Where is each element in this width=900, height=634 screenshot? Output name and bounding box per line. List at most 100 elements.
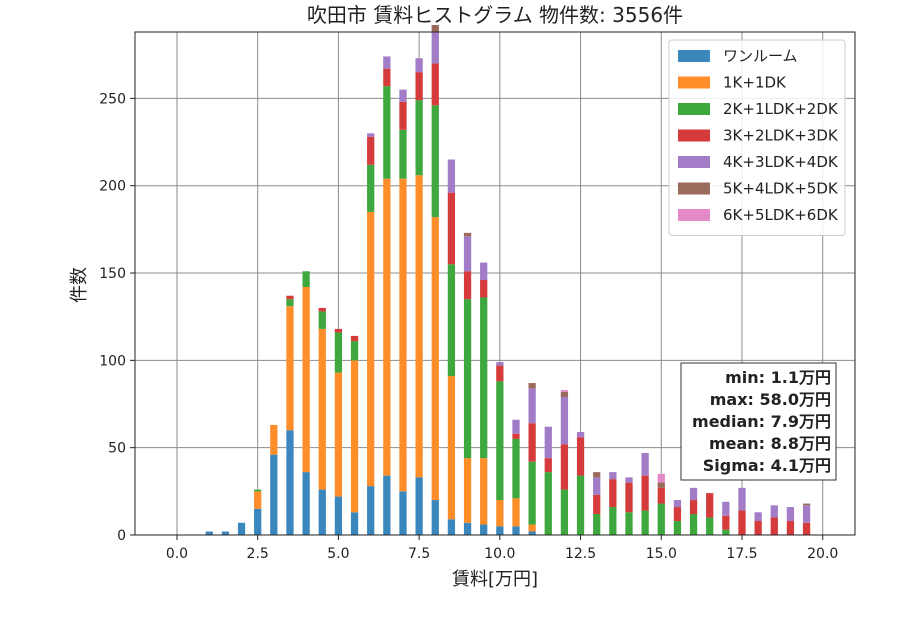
bar-s3-x15 [657,487,665,504]
bar-s0-x6 [367,486,375,535]
bar-s1-x5.5 [350,360,359,513]
x-tick-label-7: 17.5 [726,546,757,562]
bar-s2-x5.5 [350,341,359,361]
bar-s3-x17.5 [738,510,746,535]
bar-s2-x17 [722,529,730,535]
bar-s2-x16 [689,514,698,535]
bar-s2-x8.5 [447,264,456,377]
bar-s4-x12.5 [576,431,585,438]
bar-s2-x15 [657,503,665,535]
bar-s4-x9.5 [480,262,488,281]
legend-swatch-5 [678,182,710,195]
bar-s1-x8.5 [447,376,456,520]
bar-s5-x9 [463,232,472,237]
bar-s0-x8 [431,500,439,535]
x-tick-label-6: 15.0 [646,546,677,562]
bar-s3-x11.5 [544,458,552,473]
bar-s3-x12 [560,444,569,490]
bar-s2-x11.5 [544,472,552,535]
bar-s0-x9.5 [480,524,488,535]
legend-frame [668,39,846,236]
chart-title: 吹田市 賃料ヒストグラム 物件数: 3556件 [307,3,683,27]
bar-s1-x2.5 [254,491,262,509]
bar-s0-x7 [399,491,407,535]
bar-s3-x13.5 [609,479,617,508]
stats-line-0: min: 1.1万円 [725,368,831,387]
bar-s6-x15 [657,473,665,483]
bar-s3-x5 [334,328,343,333]
bar-s4-x18.5 [770,505,778,518]
y-tick-label-2: 100 [99,353,126,369]
bar-s3-x10.5 [512,433,520,439]
bar-s0-x3.5 [286,430,294,535]
legend-label-1: 1K+1DK [723,74,787,92]
bar-s1-x6.5 [383,178,391,476]
bar-s0-x1.5 [221,531,230,535]
stats-line-2: median: 7.9万円 [692,412,831,431]
x-axis-label: 賃料[万円] [452,569,538,590]
bar-s4-x11 [528,388,536,424]
bar-s2-x13.5 [609,507,617,535]
bar-s1-x10 [496,500,504,527]
legend-label-5: 5K+4LDK+5DK [723,180,839,198]
bar-s2-x4.5 [318,311,326,329]
bar-s3-x19 [786,521,795,535]
bar-s3-x15.5 [673,507,682,522]
bar-s3-x7.5 [415,72,423,101]
stats-frame [680,362,837,481]
bar-s0-x2.5 [254,508,262,535]
bar-s4-x7 [399,89,407,102]
bar-s4-x17 [722,501,730,516]
bar-s1-x8 [431,217,439,501]
legend-swatch-6 [678,209,710,221]
bar-s1-x4.5 [318,328,326,490]
bar-s2-x14 [625,512,633,535]
bar-s2-x14.5 [641,510,649,535]
bar-s3-x19.5 [802,522,811,535]
bar-s4-x12 [560,397,569,445]
bar-s3-x3.5 [286,295,294,300]
stats-line-1: max: 58.0万円 [710,390,831,409]
bar-s3-x9.5 [480,280,488,298]
bar-s3-x9 [463,271,472,300]
bar-s1-x7.5 [415,175,423,478]
x-tick-label-5: 12.5 [565,546,596,562]
bar-s0-x4.5 [318,489,326,535]
bar-s3-x8.5 [447,192,456,265]
plot-frame [134,31,856,536]
y-axis-label: 件数 [69,267,90,303]
bar-s2-x16.5 [706,517,714,535]
bar-s5-x12 [560,391,569,398]
bar-s3-x12.5 [576,437,585,476]
bar-s4-x17.5 [738,487,746,511]
stats-box: min: 1.1万円 max: 58.0万円 median: 7.9万円 mean: … [680,362,837,481]
bar-s3-x18.5 [770,517,778,535]
stats-line-3: mean: 8.8万円 [709,434,831,453]
bar-s2-x9 [463,299,472,459]
bar-s4-x10 [496,362,504,366]
bar-s2-x5 [334,332,343,373]
bar-s0-x11 [528,531,536,535]
bar-s4-x18 [754,512,762,522]
y-tick-label-0: 0 [117,528,126,544]
bar-s3-x14 [625,482,633,513]
bar-s3-x5.5 [350,335,359,342]
legend-label-0: ワンルーム [723,47,798,65]
bar-s5-x15 [657,482,665,488]
bar-s1-x3 [270,424,278,455]
bars [205,25,811,535]
bar-s2-x7.5 [415,100,423,176]
bar-s0-x6.5 [383,475,391,535]
bar-s3-x11 [528,423,536,462]
legend-swatch-4 [678,156,710,168]
bar-s2-x4 [302,271,310,287]
bar-s1-x6 [367,211,375,487]
bar-s4-x11.5 [544,426,552,459]
bar-s4-x19.5 [802,505,811,523]
x-axis-ticks: 0.0 2.5 5.0 7.5 10.0 12.5 15.0 17.5 20.0 [166,535,838,562]
bar-s3-x4.5 [318,307,326,312]
legend-swatch-2 [678,103,710,115]
bar-s2-x7 [399,129,407,179]
bar-s2-x15.5 [673,521,682,535]
